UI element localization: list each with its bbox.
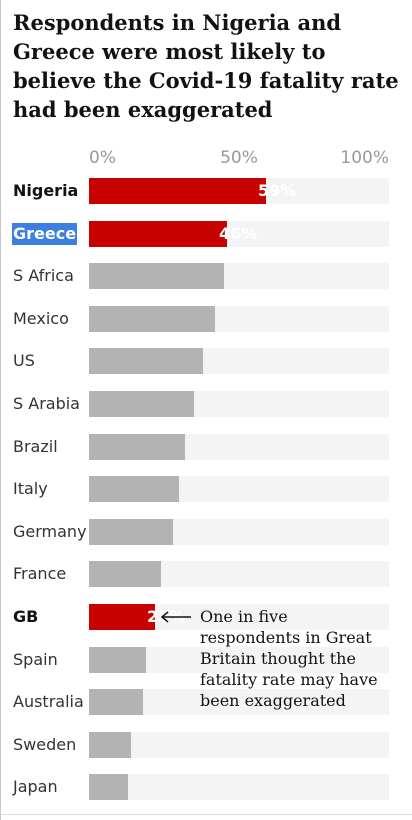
bar-row: Italy: [1, 476, 412, 516]
bar-track: [89, 731, 389, 758]
x-tick-label: 50%: [220, 148, 258, 168]
bar-row: Brazil: [1, 433, 412, 474]
bar-row: Spain: [1, 646, 412, 687]
chart-title: Respondents in Nigeria and Greece were m…: [13, 10, 399, 122]
bar: [89, 305, 215, 332]
category-label: Mexico: [13, 308, 69, 328]
bar-row: Mexico: [1, 305, 412, 346]
bar: [89, 476, 179, 503]
bar: [89, 646, 146, 673]
bar: [89, 731, 131, 758]
annotation-arrow-icon: [160, 611, 191, 623]
bar-row: S Africa: [1, 263, 412, 303]
bar-row: Germany: [1, 518, 412, 559]
data-label: 59%: [258, 181, 297, 200]
data-label: 46%: [219, 223, 258, 243]
bar: [89, 348, 203, 375]
bar: [89, 220, 227, 247]
bar-row: Sweden: [1, 731, 412, 772]
bar: [89, 689, 143, 716]
bar-row: France: [1, 561, 412, 601]
bar: [89, 263, 224, 290]
category-label: S Africa: [13, 266, 74, 286]
bar-row: Nigeria 59%: [1, 178, 412, 218]
category-label: S Arabia: [13, 394, 80, 413]
x-tick-label: 100%: [340, 148, 389, 168]
category-label: Germany: [13, 521, 87, 541]
bar: [89, 561, 161, 588]
category-label: Australia: [13, 692, 84, 712]
category-label: Sweden: [13, 734, 77, 754]
bar: [89, 604, 155, 630]
bar: [89, 433, 185, 460]
x-tick-label: 0%: [89, 148, 116, 168]
bar: [89, 518, 173, 545]
bar-track: [89, 774, 389, 801]
bar-row: GB 22%: [1, 604, 412, 644]
category-label: Italy: [13, 479, 48, 499]
annotation-text: One in five respondents in Great Britain…: [200, 607, 378, 710]
bar-row: US: [1, 348, 412, 388]
bar-row: Japan: [1, 774, 412, 814]
category-label: US: [13, 351, 35, 371]
category-label: Greece: [12, 222, 78, 245]
category-label: Nigeria: [13, 181, 79, 200]
bar-row: Australia: [1, 689, 412, 729]
category-label: GB: [13, 607, 39, 626]
bar: [89, 178, 266, 204]
category-label: Spain: [13, 649, 58, 669]
bottom-divider: [1, 814, 412, 815]
bar: [89, 391, 194, 417]
category-label: Brazil: [13, 436, 58, 456]
category-label: France: [13, 564, 67, 584]
bar-row: Greece 46%: [1, 220, 412, 261]
bar: [89, 774, 128, 801]
bar-row: S Arabia: [1, 391, 412, 431]
category-label: Japan: [13, 777, 58, 797]
